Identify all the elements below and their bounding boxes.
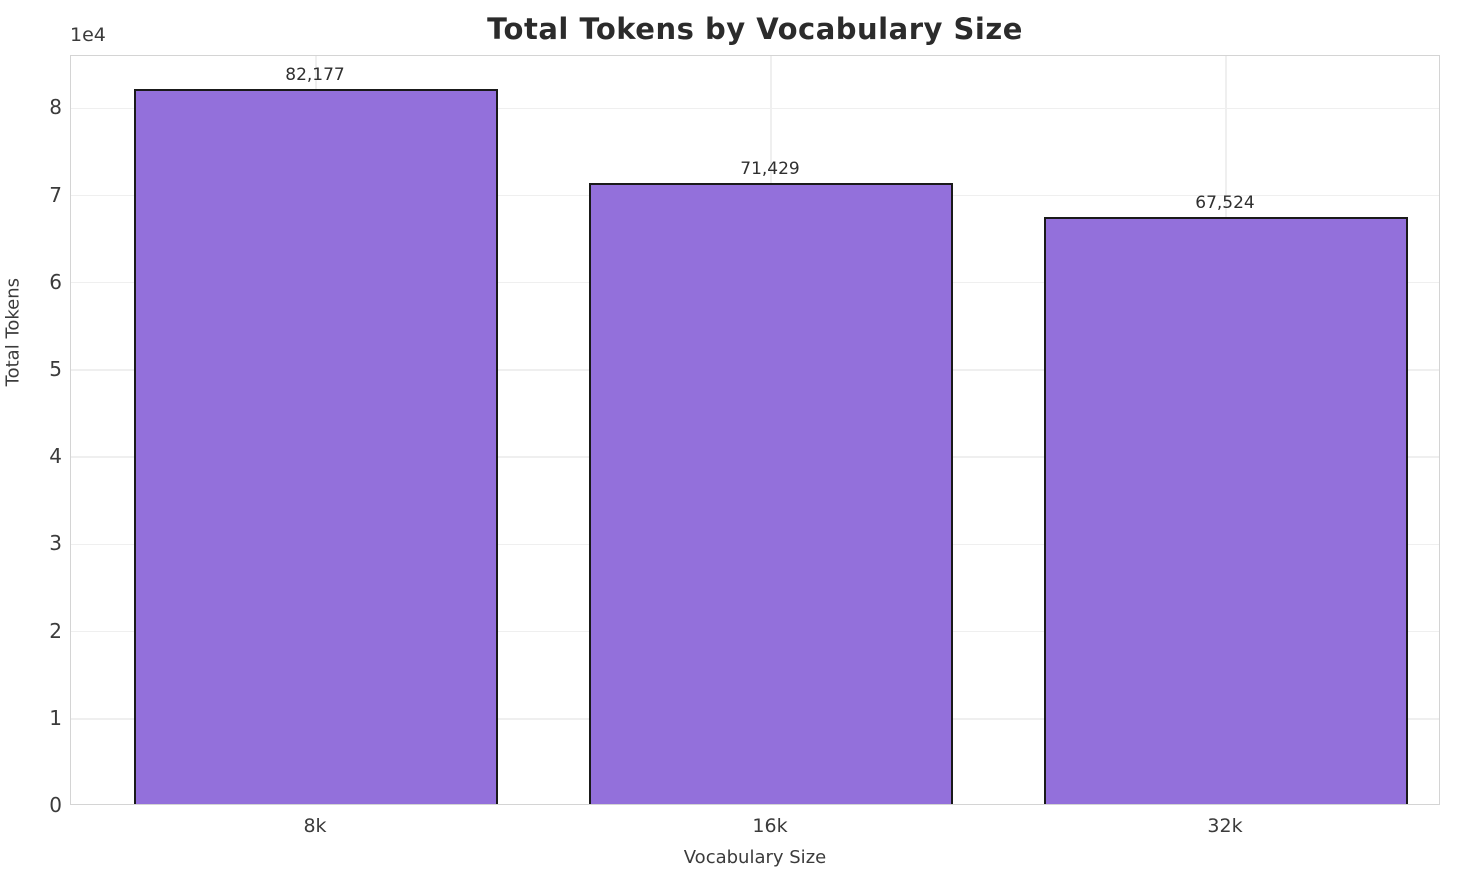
x-tick-label-32k: 32k [1207,815,1243,837]
bar-8k [134,89,498,804]
y-axis-label: Total Tokens [2,277,24,387]
y-tick-label: 3 [49,531,62,556]
y-tick-label: 0 [49,793,62,817]
chart-title: Total Tokens by Vocabulary Size [487,12,1023,46]
bar-value-label: 67,524 [1195,193,1255,214]
y-gridline [71,107,1439,110]
y-axis-offset-text: 1e4 [70,24,106,46]
y-tick-label: 1 [49,705,62,730]
y-tick-label: 6 [49,269,62,294]
bar-value-label: 71,429 [740,159,800,180]
bar-value-label: 82,177 [285,65,345,86]
plot-area [70,55,1440,805]
bar-16k [589,183,953,804]
bar-32k [1044,217,1408,804]
y-tick-label: 2 [49,618,62,643]
y-tick-label: 5 [49,356,62,381]
y-tick-label: 8 [49,95,62,120]
x-tick-label-16k: 16k [752,815,788,837]
y-tick-label: 4 [49,444,62,469]
y-tick-label: 7 [49,182,62,207]
x-axis-label: Vocabulary Size [683,847,827,868]
x-tick-label-8k: 8k [303,815,327,837]
